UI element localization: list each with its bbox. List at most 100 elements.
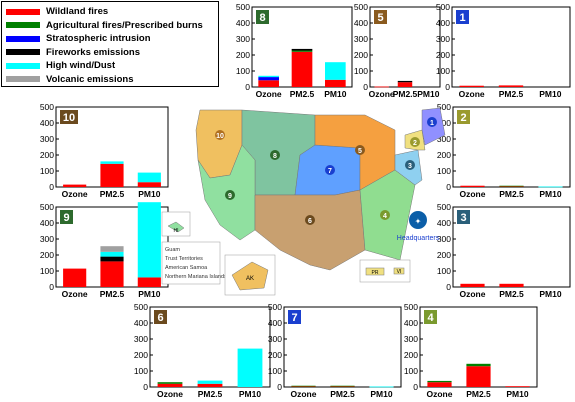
plot-frame — [452, 106, 571, 188]
legend-label: High wind/Dust — [46, 60, 116, 71]
y-tick-label: 400 — [436, 18, 450, 28]
territory-label: American Samoa — [165, 265, 208, 271]
y-tick-label: 0 — [445, 82, 450, 92]
region-10-chart: 0 100 200 300 400 500 Ozone PM2.5 PM10 10 — [40, 102, 169, 199]
y-tick-label: 300 — [268, 334, 282, 344]
y-tick-label: 500 — [134, 302, 148, 312]
x-tick-label: Ozone — [256, 89, 282, 99]
bar-segment — [137, 277, 161, 287]
bar-segment — [258, 80, 279, 87]
svg-text:6: 6 — [308, 218, 312, 225]
region-1-chart: 0 100 200 300 400 500 Ozone PM2.5 PM10 1 — [436, 2, 571, 99]
bar-segment — [197, 383, 223, 387]
bar-segment — [466, 366, 491, 387]
y-tick-label: 300 — [404, 334, 418, 344]
y-tick-label: 100 — [404, 366, 418, 376]
y-tick-label: 200 — [134, 350, 148, 360]
bar-segment — [237, 348, 263, 387]
y-tick-label: 100 — [354, 66, 368, 76]
x-tick-label: PM2.5 — [198, 389, 223, 399]
region-badge-label: 3 — [460, 212, 466, 224]
legend-entry: Volcanic emissions — [6, 73, 133, 86]
bar-segment — [100, 246, 124, 252]
y-tick-label: 0 — [245, 82, 250, 92]
y-tick-label: 100 — [40, 166, 54, 176]
epa-logo-icon — [409, 211, 427, 229]
bar-segment — [137, 182, 161, 187]
x-tick-label: PM2.5 — [466, 389, 491, 399]
y-tick-label: 500 — [437, 102, 451, 112]
y-tick-label: 400 — [134, 318, 148, 328]
legend-label: Agricultural fires/Prescribed burns — [46, 19, 203, 31]
bar-segment — [397, 82, 413, 87]
plot-frame — [452, 206, 571, 288]
y-tick-label: 200 — [437, 250, 451, 260]
legend-label: Fireworks emissions — [46, 46, 140, 58]
x-tick-label: PM2.5 — [290, 89, 315, 99]
y-tick-label: 100 — [40, 266, 54, 276]
y-tick-label: 0 — [363, 82, 368, 92]
us-epa-regions-map: 10 8 9 7 6 5 4 3 2 1 ✦ Headquarters Guam… — [160, 100, 450, 300]
y-tick-label: 300 — [437, 134, 451, 144]
x-tick-label: PM10 — [417, 89, 439, 99]
x-tick-label: Ozone — [62, 289, 88, 299]
bar-segment — [291, 385, 316, 387]
region-badge-label: 10 — [63, 112, 75, 124]
region-2-chart: 0 100 200 300 400 500 Ozone PM2.5 PM10 2 — [437, 102, 571, 199]
y-tick-label: 0 — [446, 182, 451, 192]
bar-segment — [499, 283, 524, 287]
x-tick-label: Ozone — [157, 389, 183, 399]
y-tick-label: 100 — [236, 66, 250, 76]
y-tick-label: 500 — [40, 202, 54, 212]
y-tick-label: 0 — [143, 382, 148, 392]
region-6-chart: 0 100 200 300 400 500 Ozone PM2.5 PM10 6 — [134, 302, 271, 399]
x-tick-label: PM10 — [324, 89, 346, 99]
region-badge — [60, 110, 78, 124]
bar-segment — [427, 380, 452, 383]
region-badge-label: 6 — [157, 312, 163, 324]
bar-segment — [137, 172, 161, 183]
x-tick-label: PM10 — [539, 89, 561, 99]
x-tick-label: PM10 — [138, 289, 160, 299]
y-tick-label: 400 — [437, 118, 451, 128]
legend-swatch — [6, 22, 40, 28]
bar-segment — [325, 79, 346, 87]
svg-text:8: 8 — [273, 153, 277, 160]
bar-segment — [291, 48, 313, 51]
y-tick-label: 400 — [40, 218, 54, 228]
y-tick-label: 300 — [236, 34, 250, 44]
svg-text:2: 2 — [413, 140, 417, 147]
map-region-6 — [254, 189, 366, 271]
territory-label: Trust Territories — [165, 256, 203, 262]
plot-frame — [283, 306, 402, 388]
x-tick-label: PM2.5 — [100, 289, 125, 299]
region-badge-label: 8 — [259, 12, 265, 24]
y-tick-label: 500 — [436, 2, 450, 12]
x-tick-label: PM10 — [539, 289, 561, 299]
svg-text:9: 9 — [228, 193, 232, 200]
bar-segment — [63, 268, 87, 287]
legend-entry: Wildland fires — [6, 5, 108, 18]
epa-regions-map-svg: 10 8 9 7 6 5 4 3 2 1 ✦ Headquarters Guam… — [161, 107, 446, 296]
x-tick-label: Ozone — [460, 289, 486, 299]
territory-label: Northern Mariana Islands — [165, 274, 227, 280]
headquarters-label: Headquarters — [397, 235, 440, 242]
region-badge-label: 4 — [427, 312, 434, 324]
x-tick-label: PM10 — [539, 189, 561, 199]
region-9-chart: 0 100 200 300 400 500 Ozone PM2.5 PM10 9 — [40, 202, 169, 299]
region-badge — [154, 310, 167, 324]
bar-segment — [397, 80, 413, 83]
svg-text:AK: AK — [246, 276, 254, 282]
bar-segment — [505, 386, 530, 387]
y-tick-label: 0 — [446, 282, 451, 292]
y-tick-label: 100 — [437, 166, 451, 176]
x-tick-label: PM2.5 — [393, 89, 418, 99]
bar-segment — [460, 283, 485, 287]
region-badge — [424, 310, 437, 324]
legend-label: Volcanic emissions — [46, 73, 134, 85]
legend-swatch — [6, 49, 40, 55]
legend-entry: High wind/Dust — [6, 59, 115, 72]
region-badge — [456, 10, 469, 24]
